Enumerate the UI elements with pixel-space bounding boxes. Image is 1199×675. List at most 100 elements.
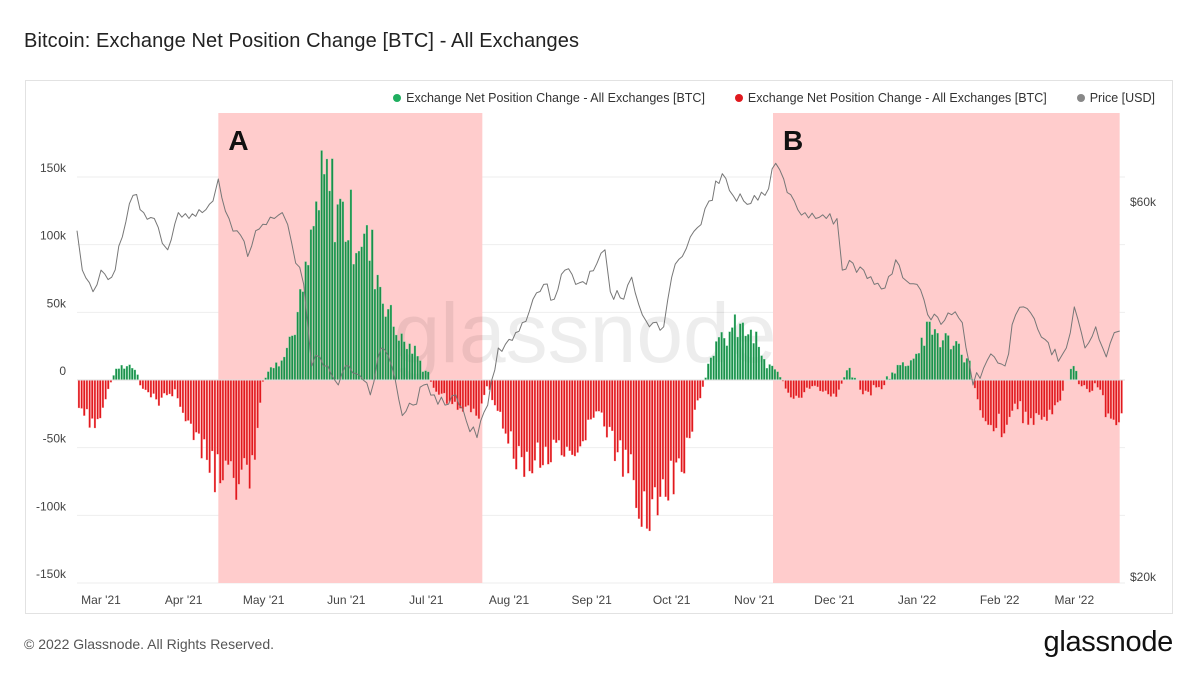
net-position-bar [627, 379, 630, 474]
legend-item-price[interactable]: Price [USD] [1076, 91, 1155, 105]
net-position-bar [125, 366, 129, 381]
net-position-bar [496, 379, 499, 412]
net-position-bar [1027, 379, 1030, 425]
net-position-bar [1112, 379, 1115, 420]
net-position-bar [653, 379, 657, 488]
net-position-bar [477, 379, 481, 419]
brand-logo: glassnode [1043, 626, 1173, 658]
net-position-bar [1096, 379, 1099, 388]
chart-title: Bitcoin: Exchange Net Position Change [B… [24, 30, 580, 52]
net-position-bar [560, 379, 563, 456]
legend-label: Exchange Net Position Change - All Excha… [747, 91, 1047, 105]
net-position-bar [525, 379, 529, 452]
net-position-bar [944, 333, 947, 381]
net-position-bar [1000, 379, 1003, 438]
net-position-bar [139, 379, 142, 386]
net-position-bar [176, 379, 179, 399]
net-position-bar [88, 379, 91, 428]
net-position-bar [1011, 379, 1014, 411]
net-position-bar [445, 379, 449, 404]
net-position-bar [960, 354, 963, 381]
net-position-bar [733, 314, 737, 381]
net-position-bar [408, 343, 411, 381]
legend-item-inflow[interactable]: Exchange Net Position Change - All Excha… [393, 91, 705, 105]
net-position-bar [637, 379, 641, 519]
net-position-bar [352, 264, 355, 381]
net-position-bar [381, 303, 385, 381]
net-position-bar [992, 379, 995, 432]
net-position-bar [981, 379, 985, 418]
net-position-bar [93, 379, 97, 429]
net-position-bar [197, 379, 201, 434]
net-position-bar [603, 379, 606, 427]
net-position-bar [491, 379, 494, 401]
net-position-bar [1005, 379, 1009, 426]
net-position-bar [208, 379, 211, 473]
net-position-bar [555, 379, 558, 443]
net-position-bar [635, 379, 638, 509]
net-position-bar [875, 379, 878, 388]
net-position-bar [891, 372, 894, 381]
net-position-bar [171, 379, 174, 397]
net-position-bar [277, 366, 281, 381]
net-position-bar [808, 379, 811, 389]
net-position-bar [251, 379, 254, 456]
net-position-bar [365, 225, 369, 381]
net-position-bar [648, 379, 651, 532]
net-position-bar [173, 379, 177, 390]
net-position-bar [776, 371, 779, 381]
net-position-bar [165, 379, 169, 396]
net-position-bar [827, 379, 830, 395]
net-position-bar [1037, 379, 1041, 416]
net-position-bar [768, 364, 771, 381]
net-position-bar [557, 379, 561, 441]
net-position-bar [661, 379, 665, 480]
net-position-bar [1019, 379, 1022, 402]
net-position-bar [1043, 379, 1046, 418]
net-position-bar [1069, 368, 1073, 381]
net-position-bar [621, 379, 625, 477]
net-position-bar [157, 379, 161, 406]
net-position-bar [552, 379, 555, 440]
net-position-bar [693, 379, 697, 410]
legend-item-outflow[interactable]: Exchange Net Position Change - All Excha… [734, 91, 1047, 105]
net-position-bar [317, 210, 321, 381]
net-position-bar [608, 379, 611, 428]
net-position-bar [1059, 379, 1062, 401]
net-position-bar [675, 379, 678, 463]
net-position-bar [720, 332, 723, 381]
net-position-bar [1104, 379, 1107, 418]
net-position-bar [736, 336, 739, 381]
net-position-bar [475, 379, 478, 416]
x-tick-label: Mar '22 [1055, 593, 1095, 607]
net-position-bar [315, 201, 318, 381]
net-position-bar [504, 379, 507, 434]
net-position-bar [896, 364, 899, 381]
net-position-bar [795, 379, 798, 396]
net-position-bar [184, 379, 187, 422]
net-position-bar [1048, 379, 1051, 410]
net-position-bar [331, 158, 334, 381]
net-position-bar [437, 379, 441, 395]
net-position-bar [613, 379, 617, 462]
net-position-bar [520, 379, 523, 458]
net-position-bar [160, 379, 163, 398]
net-position-bar [1075, 370, 1078, 381]
net-position-bar [869, 379, 873, 396]
net-position-bar [1091, 379, 1094, 392]
net-position-bar [536, 379, 539, 443]
net-position-bar [1099, 379, 1102, 390]
net-position-bar [845, 370, 849, 381]
copyright-footer: © 2022 Glassnode. All Rights Reserved. [24, 636, 275, 652]
net-position-bar [501, 379, 505, 429]
net-position-bar [1101, 379, 1105, 396]
net-position-bar [333, 241, 337, 381]
net-position-bar [984, 379, 987, 422]
net-position-bar [483, 379, 486, 396]
legend-dot-gray-icon [1076, 94, 1085, 102]
net-position-bar [979, 379, 982, 411]
net-position-bar [320, 150, 323, 381]
net-position-bar [341, 201, 345, 381]
net-position-bar [885, 376, 889, 381]
net-position-bar [384, 316, 387, 381]
